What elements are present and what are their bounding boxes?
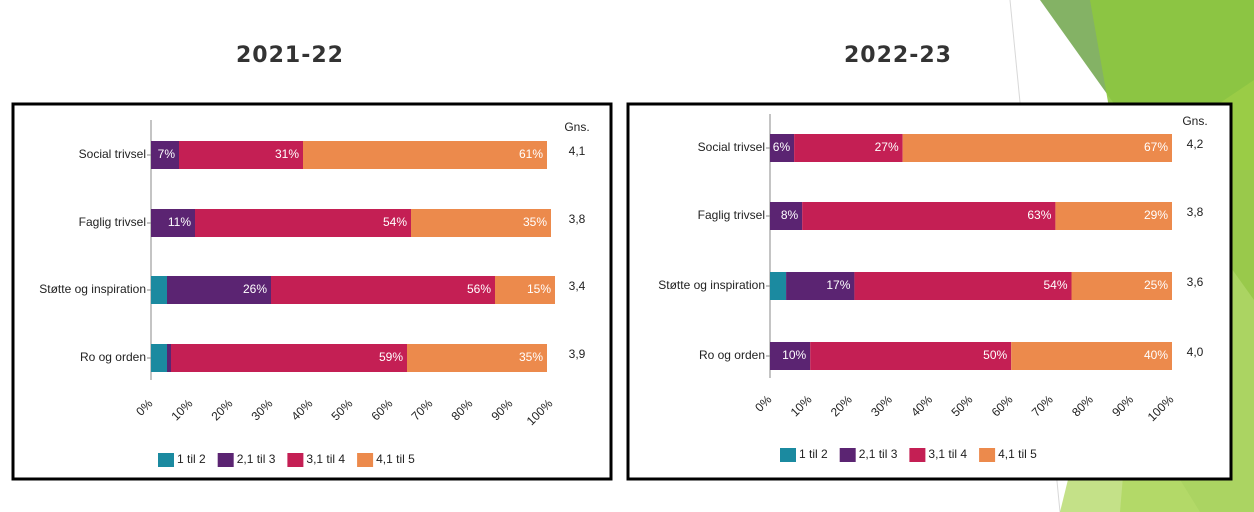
value-label: 29%: [1144, 208, 1168, 222]
average-label: 4,2: [1187, 137, 1204, 151]
value-label: 54%: [383, 215, 407, 229]
y-tick-label: Social trivsel: [698, 140, 765, 154]
bar-segment: [151, 276, 167, 304]
legend-swatch: [158, 453, 174, 467]
legend-swatch: [218, 453, 234, 467]
y-tick-label: Social trivsel: [79, 147, 146, 161]
average-header: Gns.: [1182, 114, 1207, 128]
y-tick-label: Ro og orden: [699, 348, 765, 362]
average-label: 3,8: [569, 212, 586, 226]
value-label: 6%: [773, 140, 791, 154]
value-label: 61%: [519, 147, 543, 161]
value-label: 15%: [527, 282, 551, 296]
average-label: 3,9: [569, 347, 586, 361]
bar-segment: [271, 276, 495, 304]
value-label: 10%: [782, 348, 806, 362]
value-label: 67%: [1144, 140, 1168, 154]
legend-swatch: [979, 448, 995, 462]
average-label: 3,8: [1187, 205, 1204, 219]
slide: 2021-22 Gns. Social trivsel 4,1 7% 31% 61% Fagl…: [0, 0, 1254, 512]
legend-label: 4,1 til 5: [376, 452, 415, 466]
value-label: 56%: [467, 282, 491, 296]
value-label: 40%: [1144, 348, 1168, 362]
value-label: 7%: [158, 147, 176, 161]
average-label: 3,4: [569, 279, 586, 293]
chart-title: 2021-22: [236, 43, 344, 68]
chart-title: 2022-23: [844, 43, 952, 68]
value-label: 50%: [983, 348, 1007, 362]
legend-swatch: [780, 448, 796, 462]
legend-label: 2,1 til 3: [237, 452, 276, 466]
value-label: 59%: [379, 350, 403, 364]
legend-label: 4,1 til 5: [998, 447, 1037, 461]
bar-segment: [903, 134, 1172, 162]
y-tick-label: Støtte og inspiration: [658, 278, 765, 292]
bar-segment: [167, 344, 171, 372]
bar-segment: [770, 272, 786, 300]
value-label: 17%: [826, 278, 850, 292]
bar-segment: [854, 272, 1071, 300]
value-label: 26%: [243, 282, 267, 296]
average-label: 4,1: [569, 144, 586, 158]
legend-swatch: [840, 448, 856, 462]
value-label: 63%: [1027, 208, 1051, 222]
legend-label: 1 til 2: [177, 452, 206, 466]
y-tick-label: Ro og orden: [80, 350, 146, 364]
bar-segment: [303, 141, 547, 169]
legend-label: 2,1 til 3: [859, 447, 898, 461]
average-header: Gns.: [564, 120, 589, 134]
bar-segment: [810, 342, 1011, 370]
value-label: 35%: [519, 350, 543, 364]
value-label: 54%: [1043, 278, 1067, 292]
y-tick-label: Faglig trivsel: [698, 208, 765, 222]
legend-swatch: [287, 453, 303, 467]
bar-segment: [195, 209, 411, 237]
bar-segment: [151, 344, 167, 372]
y-tick-label: Støtte og inspiration: [39, 282, 146, 296]
legend-label: 3,1 til 4: [928, 447, 967, 461]
value-label: 27%: [875, 140, 899, 154]
y-tick-label: Faglig trivsel: [79, 215, 146, 229]
value-label: 11%: [168, 215, 191, 229]
legend-label: 3,1 til 4: [306, 452, 345, 466]
average-label: 4,0: [1187, 345, 1204, 359]
bar-segment: [802, 202, 1055, 230]
legend-swatch: [357, 453, 373, 467]
legend-swatch: [909, 448, 925, 462]
value-label: 25%: [1144, 278, 1168, 292]
bar-segment: [171, 344, 407, 372]
average-label: 3,6: [1187, 275, 1204, 289]
value-label: 31%: [275, 147, 299, 161]
value-label: 8%: [781, 208, 799, 222]
legend-label: 1 til 2: [799, 447, 828, 461]
value-label: 35%: [523, 215, 547, 229]
